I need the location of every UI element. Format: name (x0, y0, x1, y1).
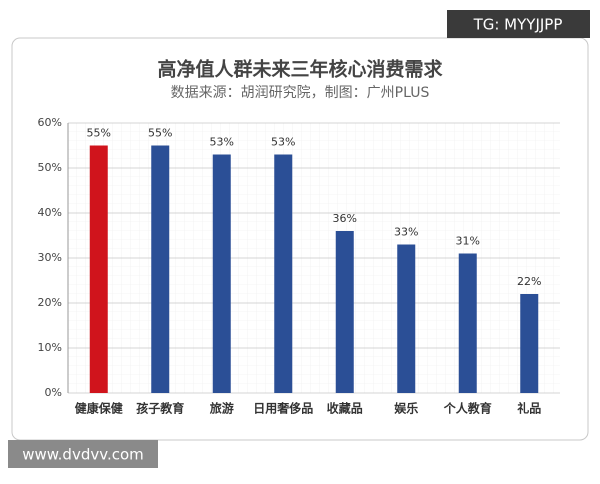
value-label: 55% (148, 127, 172, 140)
bar (89, 145, 108, 393)
chart-title: 高净值人群未来三年核心消费需求 (157, 58, 443, 81)
y-tick-label: 60% (38, 116, 62, 129)
x-tick-label: 旅游 (210, 401, 234, 416)
chart-subtitle: 数据来源：胡润研究院，制图：广州PLUS (171, 85, 430, 101)
watermark-box (8, 440, 158, 468)
bar (274, 154, 293, 393)
watermark: www.dvdvv.com (22, 446, 144, 464)
watermark: TG: MYYJJPP (473, 16, 563, 34)
x-tick-label: 日用奢侈品 (253, 401, 313, 416)
bar (520, 294, 539, 393)
y-tick-label: 40% (38, 206, 62, 219)
x-tick-label: 礼品 (517, 401, 541, 416)
bar (397, 244, 416, 393)
x-tick-label: 娱乐 (394, 401, 418, 416)
value-label: 53% (271, 136, 295, 149)
x-tick-label: 个人教育 (443, 401, 492, 416)
y-tick-label: 30% (38, 251, 62, 264)
y-tick-label: 20% (38, 296, 62, 309)
bar (458, 253, 477, 393)
x-tick-label: 收藏品 (327, 401, 363, 416)
value-label: 33% (394, 226, 418, 239)
x-tick-label: 孩子教育 (136, 401, 184, 416)
bar (212, 154, 231, 393)
y-tick-label: 50% (38, 161, 62, 174)
value-label: 53% (210, 136, 234, 149)
y-tick-label: 0% (45, 386, 62, 399)
bar (335, 231, 354, 393)
value-label: 22% (517, 275, 541, 288)
value-label: 31% (456, 235, 480, 248)
value-label: 55% (87, 127, 111, 140)
y-tick-label: 10% (38, 341, 62, 354)
x-tick-label: 健康保健 (75, 401, 124, 416)
value-label: 36% (333, 212, 357, 225)
bar (151, 145, 170, 393)
watermark-box (447, 10, 590, 38)
